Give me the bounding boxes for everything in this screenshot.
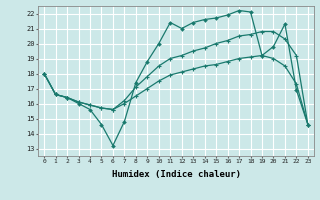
X-axis label: Humidex (Indice chaleur): Humidex (Indice chaleur) <box>111 170 241 179</box>
